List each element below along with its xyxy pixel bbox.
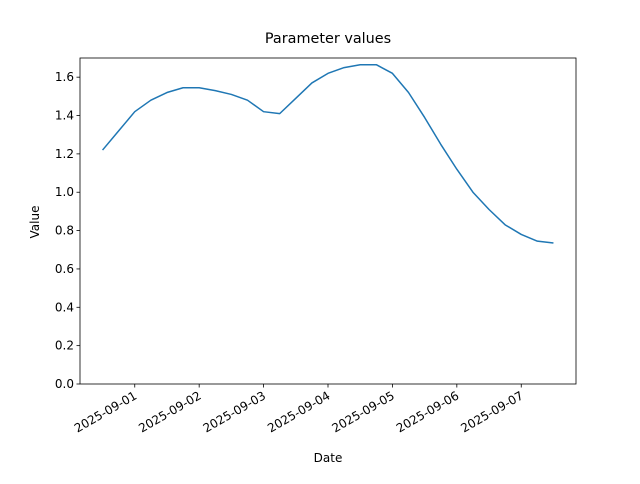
y-axis-label: Value (28, 206, 42, 239)
y-tick-label: 1.0 (55, 185, 74, 199)
y-tick-label: 0.8 (55, 224, 74, 238)
y-tick-label: 1.4 (55, 109, 74, 123)
plot-frame (79, 57, 577, 385)
data-line (101, 63, 554, 244)
y-tick-label: 0.2 (55, 339, 74, 353)
y-tick-label: 1.6 (55, 70, 74, 84)
y-tick-label: 0.4 (55, 300, 74, 314)
chart-title: Parameter values (265, 31, 391, 47)
x-axis-label: Date (314, 451, 343, 465)
y-tick-label: 1.2 (55, 147, 74, 161)
y-tick-label: 0.6 (55, 262, 74, 276)
y-tick-label: 0.0 (55, 377, 74, 391)
